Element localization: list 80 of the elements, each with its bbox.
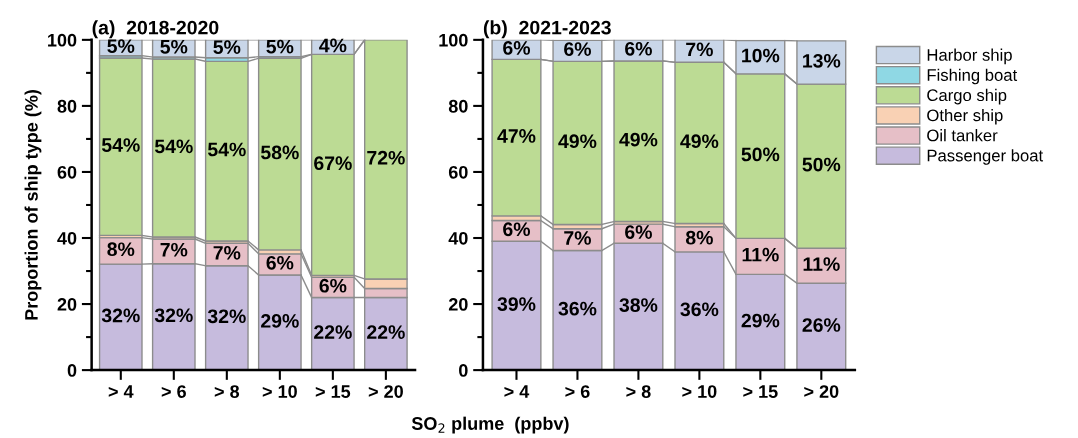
y-tick-label: 60: [57, 165, 77, 179]
data-label: 7%: [160, 242, 188, 257]
data-label: 38%: [619, 298, 658, 312]
x-tick-label: > 6: [161, 385, 186, 398]
x-tick-label: > 20: [368, 385, 403, 398]
y-tick-label: 20: [448, 297, 468, 311]
legend-label: Cargo ship: [927, 88, 1007, 105]
y-tick-label: 40: [57, 231, 77, 245]
data-label: 5%: [160, 39, 188, 54]
data-label: 49%: [680, 134, 719, 149]
data-label: 10%: [742, 48, 780, 63]
data-label: 13%: [803, 53, 841, 68]
x-tick-label: > 20: [804, 385, 839, 398]
data-label: 67%: [314, 156, 352, 171]
x-tick-label: > 6: [565, 385, 590, 398]
data-label: 32%: [154, 308, 193, 323]
x-tick-label: > 8: [214, 385, 240, 398]
legend-label: Oil tanker: [927, 129, 998, 142]
data-label: 58%: [260, 145, 299, 160]
data-label: 6%: [625, 225, 652, 239]
data-label: 11%: [803, 257, 840, 271]
data-label: 8%: [107, 242, 135, 257]
data-label: 29%: [261, 314, 299, 328]
data-label: 49%: [619, 132, 658, 147]
data-label: 7%: [213, 246, 241, 260]
data-label: 29%: [741, 313, 780, 328]
x-tick-label: > 15: [315, 385, 351, 398]
data-label: 5%: [213, 40, 241, 54]
x-axis-title: SO$_{2}$ plume (ppbv): [411, 416, 569, 434]
data-label: 7%: [686, 42, 713, 57]
x-tick-label: > 4: [108, 385, 134, 398]
data-label: 32%: [101, 308, 140, 323]
y-tick-label: 0: [67, 364, 77, 377]
data-label: 50%: [741, 147, 780, 162]
data-label: 6%: [266, 255, 294, 270]
legend-label: Other ship: [927, 108, 1003, 125]
y-tick-label: 80: [57, 99, 77, 113]
data-label: 54%: [154, 139, 193, 154]
y-axis-title: Proportion of ship type (%): [24, 90, 42, 320]
data-label: 54%: [101, 138, 140, 152]
x-tick-label: > 8: [626, 385, 651, 398]
data-label: 50%: [802, 157, 841, 172]
legend-label: Passenger boat: [927, 149, 1044, 165]
data-label: 8%: [685, 230, 713, 245]
y-tick-label: 100: [48, 33, 77, 47]
x-tick-label: > 10: [682, 385, 717, 398]
y-tick-label: 80: [448, 99, 468, 113]
data-label: 5%: [266, 39, 294, 54]
data-label: 6%: [319, 278, 347, 293]
data-label: 22%: [314, 325, 352, 339]
data-label: 6%: [625, 41, 652, 56]
x-tick-label: > 10: [262, 385, 297, 398]
data-label: 5%: [107, 39, 135, 53]
x-tick-label: > 4: [504, 385, 530, 398]
data-label: 6%: [503, 222, 531, 237]
legend-label: Harbor ship: [927, 48, 1012, 65]
data-label: 6%: [503, 41, 531, 55]
data-label: 4%: [319, 38, 347, 53]
data-label: 54%: [207, 142, 246, 157]
legend-label: Fishing boat: [927, 68, 1018, 85]
data-label: 26%: [802, 318, 841, 332]
data-label: 32%: [207, 309, 246, 324]
data-label: 6%: [564, 42, 591, 56]
y-tick-label: 60: [448, 165, 468, 179]
data-label: 36%: [680, 302, 719, 317]
data-label: 7%: [564, 231, 591, 245]
data-label: 36%: [558, 301, 597, 316]
data-label: 22%: [367, 325, 405, 339]
chart-title: (b) 2021-2023: [483, 20, 611, 39]
data-label: 47%: [497, 129, 536, 143]
x-tick-label: > 15: [743, 385, 778, 398]
y-tick-label: 100: [439, 33, 468, 47]
data-label: 39%: [497, 297, 536, 311]
y-tick-label: 0: [459, 364, 468, 377]
data-label: 49%: [558, 134, 597, 149]
data-label: 72%: [367, 150, 405, 165]
y-tick-label: 20: [57, 297, 77, 311]
chart-title: (a) 2018-2020: [92, 20, 219, 39]
data-label: 11%: [742, 247, 779, 262]
y-tick-label: 40: [448, 231, 468, 245]
